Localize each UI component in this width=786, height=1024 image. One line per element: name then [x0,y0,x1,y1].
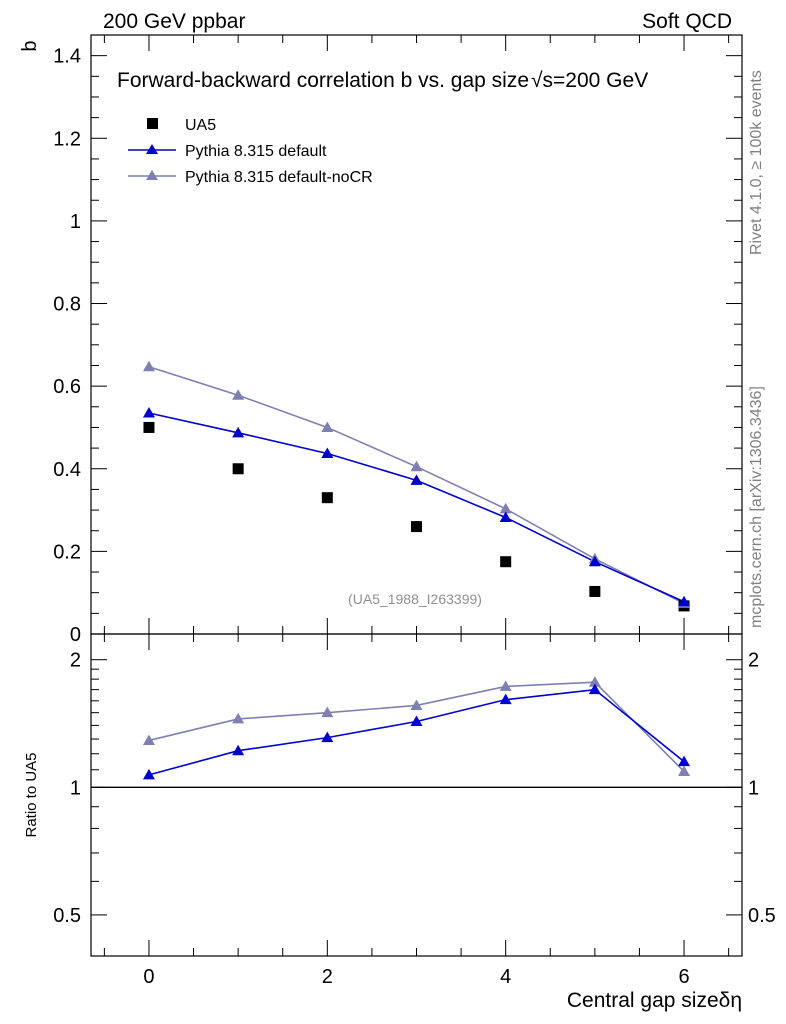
main-ytick-label: 0.2 [53,541,81,563]
ratio-series [142,676,691,780]
main-ytick-label: 0 [70,624,81,646]
header-left: 200 GeV ppbar [103,10,245,33]
main-ytick-label: 1 [70,211,81,233]
main-ytick-label: 0.4 [53,459,81,481]
main-panel: 0 0.2 0.4 0.6 0.8 1 1.2 1.4 b Forward-backward … [19,34,743,646]
ratio-default-point [321,731,334,743]
ua5-point [589,585,601,597]
main-ylabel: b [19,40,41,51]
default-point [499,511,512,523]
nocr-point [410,460,423,472]
ratio-nocr-point [321,706,334,718]
x-tick-label: 4 [500,966,511,988]
default-point [321,447,334,458]
main-y-axis: 0 0.2 0.4 0.6 0.8 1 1.2 1.4 [53,34,742,646]
default-point [410,474,423,485]
ratio-ytick-label: 0.5 [53,905,81,927]
main-title-text: Forward-backward correlation b vs. gap s… [117,69,529,92]
nocr-point [142,360,155,372]
ratio-series-line [148,681,685,773]
x-axis-label-symbol: δη [719,989,742,1012]
header-right: Soft QCD [642,10,732,33]
ua5-point [143,421,155,433]
ua5-point [321,492,333,504]
legend-nocr-label: Pythia 8.315 default-noCR [185,169,373,186]
ratio-default-point [678,755,691,767]
ratio-panel: 0.5 0.5 1 1 2 2 0 2 4 6 Ratio to UA5 Central gap… [23,633,776,1012]
ratio-default-point [410,715,423,726]
ratio-nocr-point [588,676,601,687]
main-ytick-label: 1.2 [53,128,81,150]
main-ytick-label: 1.4 [53,46,81,68]
ratio-ylabel: Ratio to UA5 [23,752,40,837]
x-tick-label: 6 [678,966,689,988]
main-x-ticks [103,35,730,634]
ratio-ytick-label-right: 1 [748,777,759,799]
ratio-nocr-point [678,765,691,776]
x-tick-label: 2 [322,966,333,988]
ratio-ytick-label-right: 2 [748,650,759,672]
ua5-point [500,556,512,568]
nocr-point [321,421,334,432]
ratio-y-axis: 0.5 0.5 1 1 2 2 [53,650,776,957]
ratio-frame [90,633,743,957]
ratio-default-point [499,693,512,705]
main-title-energy: √s=200 GeV [531,69,648,92]
main-title: Forward-backward correlation b vs. gap s… [117,69,648,92]
legend-ua5-label: UA5 [185,117,216,134]
main-series-line [148,365,685,605]
legend-default-marker [146,144,158,154]
ratio-nocr-point [499,680,512,691]
legend-ua5-marker [147,118,158,129]
x-tick-label: 0 [143,966,154,988]
main-series [142,360,691,612]
main-series-line [148,412,685,603]
ratio-default-point [232,744,245,756]
ua5-point [232,463,244,475]
legend: UA5 Pythia 8.315 default Pythia 8.315 de… [128,117,373,186]
default-point [142,406,155,418]
default-point [588,555,601,567]
x-axis-label-text: Central gap size [567,989,719,1012]
ratio-default-point [588,683,601,695]
nocr-point [232,389,245,400]
ratio-ytick-label-right: 0.5 [748,905,776,927]
main-ytick-label: 0.6 [53,376,81,398]
ratio-ytick-label: 2 [70,650,81,672]
ratio-default-point [142,768,155,780]
ratio-nocr-point [232,712,245,724]
legend-default-label: Pythia 8.315 default [185,143,327,160]
ratio-nocr-point [410,699,423,710]
mcplots-label: mcplots.cern.ch [arXiv:1306.3436] [748,386,765,628]
nocr-point [499,502,512,514]
ratio-x-axis: 0 2 4 6 [103,634,730,988]
ratio-nocr-point [142,734,155,745]
main-ytick-label: 0.8 [53,294,81,316]
ua5-point [411,521,422,533]
legend-nocr-marker [146,170,158,180]
default-point [232,426,245,438]
rivet-label: Rivet 4.1.0, ≥ 100k events [748,70,765,255]
default-point [678,595,691,607]
x-axis-label: Central gap sizeδη [567,989,742,1012]
ratio-ytick-label: 1 [70,777,81,799]
analysis-watermark: (UA5_1988_I263399) [348,591,482,607]
